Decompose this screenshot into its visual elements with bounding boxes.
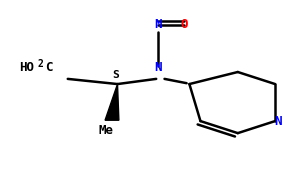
Text: N: N <box>154 18 161 31</box>
Text: C: C <box>46 61 53 74</box>
Text: S: S <box>113 71 119 80</box>
Polygon shape <box>105 84 119 120</box>
Text: 2: 2 <box>37 59 43 69</box>
Text: N: N <box>274 115 282 128</box>
Text: Me: Me <box>99 124 114 137</box>
Text: HO: HO <box>20 61 35 74</box>
Text: O: O <box>180 18 188 31</box>
Text: N: N <box>154 61 161 74</box>
